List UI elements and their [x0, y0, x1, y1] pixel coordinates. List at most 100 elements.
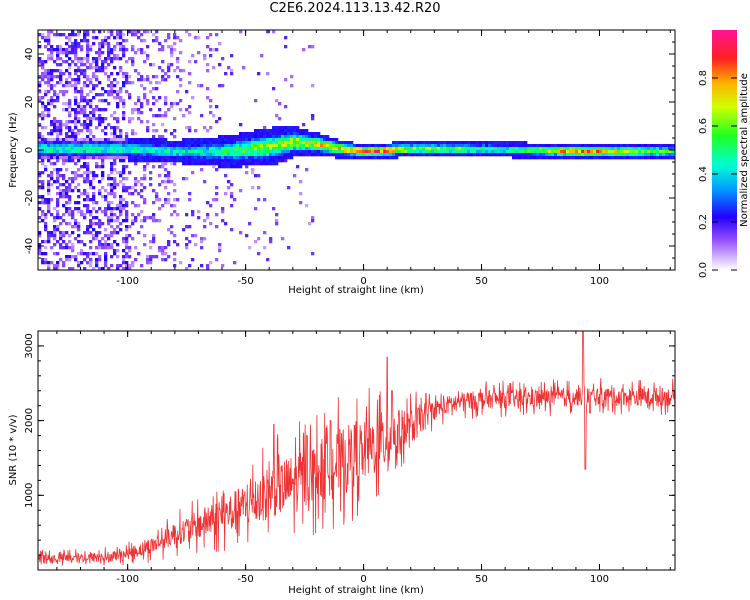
- heatmap-cell: [164, 99, 168, 103]
- heatmap-cell: [185, 159, 189, 163]
- heatmap-cell: [236, 144, 240, 148]
- heatmap-cell: [377, 153, 381, 157]
- heatmap-cell: [242, 66, 246, 70]
- heatmap-cell: [110, 183, 114, 187]
- heatmap-cell: [80, 144, 84, 148]
- heatmap-cell: [68, 195, 72, 199]
- heatmap-cell: [116, 93, 120, 97]
- heatmap-cell: [485, 147, 489, 151]
- heatmap-cell: [41, 156, 45, 160]
- heatmap-cell: [368, 150, 372, 154]
- heatmap-cell: [662, 156, 666, 160]
- heatmap-cell: [116, 105, 120, 109]
- heatmap-cell: [92, 57, 96, 61]
- heatmap-cell: [98, 42, 102, 46]
- heatmap-cell: [131, 159, 135, 163]
- heatmap-cell: [134, 141, 138, 145]
- snr-x-axis-label: Height of straight line (km): [288, 585, 424, 596]
- heatmap-cell: [104, 213, 108, 217]
- heatmap-cell: [140, 141, 144, 145]
- heatmap-cell: [113, 240, 117, 244]
- heatmap-cell: [230, 144, 234, 148]
- heatmap-cell: [197, 51, 201, 55]
- heatmap-cell: [65, 195, 69, 199]
- heatmap-cell: [164, 258, 168, 262]
- heatmap-cell: [155, 114, 159, 118]
- heatmap-cell: [59, 216, 63, 220]
- heatmap-cell: [617, 150, 621, 154]
- heatmap-cell: [314, 132, 318, 136]
- heatmap-cell: [47, 84, 51, 88]
- heatmap-cell: [158, 135, 162, 139]
- heatmap-cell: [98, 153, 102, 157]
- heatmap-cell: [131, 48, 135, 52]
- heatmap-cell: [128, 138, 132, 142]
- heatmap-cell: [326, 135, 330, 139]
- heatmap-cell: [98, 225, 102, 229]
- heatmap-cell: [116, 147, 120, 151]
- heatmap-cell: [284, 36, 288, 40]
- heatmap-cell: [53, 264, 57, 268]
- heatmap-cell: [158, 42, 162, 46]
- heatmap-cell: [266, 141, 270, 145]
- heatmap-cell: [41, 114, 45, 118]
- heatmap-cell: [158, 219, 162, 223]
- heatmap-cell: [53, 228, 57, 232]
- heatmap-cell: [80, 174, 84, 178]
- heatmap-cell: [89, 252, 93, 256]
- heatmap-cell: [269, 135, 273, 139]
- heatmap-cell: [134, 51, 138, 55]
- heatmap-cell: [104, 132, 108, 136]
- heatmap-cell: [77, 57, 81, 61]
- heatmap-cell: [134, 189, 138, 193]
- heatmap-cell: [53, 267, 57, 270]
- heatmap-cell: [104, 144, 108, 148]
- heatmap-cell: [179, 78, 183, 82]
- heatmap-cell: [164, 129, 168, 133]
- heatmap-cell: [221, 138, 225, 142]
- heatmap-cell: [41, 72, 45, 76]
- heatmap-cell: [137, 252, 141, 256]
- heatmap-cell: [329, 141, 333, 145]
- heatmap-cell: [92, 150, 96, 154]
- heatmap-cell: [77, 201, 81, 205]
- heatmap-cell: [155, 153, 159, 157]
- heatmap-cell: [251, 186, 255, 190]
- heatmap-cell: [650, 147, 654, 151]
- heatmap-cell: [107, 93, 111, 97]
- heatmap-cell: [92, 192, 96, 196]
- heatmap-cell: [254, 141, 258, 145]
- heatmap-cell: [110, 216, 114, 220]
- heatmap-cell: [92, 153, 96, 157]
- heatmap-cell: [125, 138, 129, 142]
- heatmap-cell: [116, 255, 120, 259]
- heatmap-cell: [137, 72, 141, 76]
- heatmap-cell: [104, 42, 108, 46]
- heatmap-cell: [50, 147, 54, 151]
- heatmap-cell: [314, 144, 318, 148]
- heatmap-cell: [527, 147, 531, 151]
- heatmap-cell: [89, 219, 93, 223]
- heatmap-cell: [86, 99, 90, 103]
- heatmap-cell: [53, 180, 57, 184]
- heatmap-cell: [128, 267, 132, 270]
- heatmap-cell: [308, 222, 312, 226]
- heatmap-cell: [359, 150, 363, 154]
- heatmap-cell: [95, 108, 99, 112]
- heatmap-cell: [74, 96, 78, 100]
- heatmap-cell: [65, 132, 69, 136]
- heatmap-cell: [218, 243, 222, 247]
- heatmap-cell: [47, 57, 51, 61]
- heatmap-cell: [125, 78, 129, 82]
- heatmap-cell: [206, 150, 210, 154]
- heatmap-cell: [392, 141, 396, 145]
- heatmap-cell: [38, 144, 42, 148]
- heatmap-cell: [134, 258, 138, 262]
- heatmap-cell: [104, 234, 108, 238]
- heatmap-cell: [197, 156, 201, 160]
- heatmap-cell: [500, 150, 504, 154]
- heatmap-cell: [263, 231, 267, 235]
- heatmap-cell: [41, 138, 45, 142]
- heatmap-cell: [170, 132, 174, 136]
- heatmap-cell: [413, 150, 417, 154]
